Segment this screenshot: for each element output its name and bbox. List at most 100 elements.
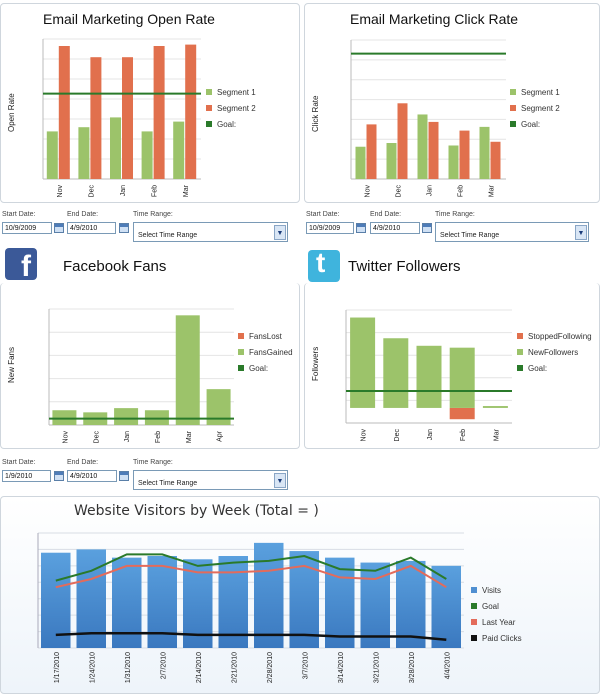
legend-swatch-segment2 (206, 105, 212, 111)
legend-swatch-stoppedfollowing (517, 333, 523, 339)
start-date-label: Start Date: (2, 459, 36, 466)
bar-newfollowers (383, 338, 409, 408)
legend-label-visits: Visits (482, 585, 501, 595)
legend-swatch-goal (471, 603, 477, 609)
bar-segment-1 (110, 117, 121, 179)
twitter-panel: Followers Nov Dec Jan Feb Mar StoppedFollowi… (304, 283, 600, 449)
click-rate-chart: Nov Dec Jan Feb Mar (350, 39, 506, 198)
x-tick-label: 2/21/2010 (231, 652, 238, 683)
legend-label-stoppedfollowing: StoppedFollowing (528, 331, 592, 341)
time-range-select[interactable]: Select Time Range ▼ (435, 222, 589, 242)
bar-visits (431, 565, 461, 648)
bar-segment-2 (490, 141, 501, 179)
start-date-input[interactable]: 1/9/2010 (2, 470, 51, 482)
x-tick-label: Jan (427, 429, 434, 440)
bar-fansgained (52, 410, 77, 425)
calendar-icon[interactable] (356, 223, 366, 233)
bar-segment-2 (459, 130, 470, 179)
chevron-down-icon[interactable]: ▼ (575, 225, 587, 240)
legend-label-lastyear: Last Year (482, 617, 516, 627)
chevron-down-icon[interactable]: ▼ (274, 225, 286, 240)
x-tick-label: 3/28/2010 (409, 652, 416, 683)
legend-label-goal: Goal: (249, 363, 269, 373)
bar-segment-1 (448, 145, 459, 179)
legend-label-segment2: Segment 2 (521, 103, 560, 113)
start-date-label: Start Date: (306, 211, 340, 218)
visitors-title: Website Visitors by Week (Total = ) (74, 503, 319, 519)
legend-swatch-goal (238, 365, 244, 371)
x-tick-label: Feb (152, 185, 159, 197)
facebook-glyph: f (21, 250, 31, 283)
legend-label-fansgained: FansGained (249, 347, 293, 357)
line-last-year (55, 564, 447, 589)
bar-newfollowers (482, 406, 508, 408)
x-tick-label: 2/14/2010 (196, 652, 203, 683)
end-date-input[interactable]: 4/9/2010 (67, 470, 117, 482)
calendar-icon[interactable] (54, 471, 64, 481)
time-range-value: Select Time Range (138, 232, 198, 239)
start-date-label: Start Date: (2, 211, 36, 218)
facebook-panel: New Fans Nov Dec Jan Feb Mar Apr FansLost Fan… (0, 283, 300, 449)
x-tick-label: Dec (396, 185, 403, 198)
facebook-chart: Nov Dec Jan Feb Mar Apr (48, 308, 234, 444)
calendar-icon[interactable] (119, 471, 129, 481)
line-paid-clicks (55, 631, 447, 642)
x-tick-label: 1/17/2010 (54, 652, 61, 683)
end-date-label: End Date: (67, 211, 99, 218)
open-rate-chart: Nov Dec Jan Feb Mar (42, 38, 201, 198)
x-tick-label: Feb (155, 431, 162, 443)
legend-swatch-newfollowers (517, 349, 523, 355)
bar-segment-1 (141, 131, 153, 179)
bar-segment-1 (417, 114, 428, 179)
x-tick-label: 3/7/2010 (302, 652, 309, 679)
x-tick-label: Nov (57, 185, 64, 198)
legend-label-segment1: Segment 1 (521, 87, 560, 97)
time-range-value: Select Time Range (440, 232, 500, 239)
x-tick-label: 3/14/2010 (338, 652, 345, 683)
end-date-input[interactable]: 4/9/2010 (67, 222, 116, 234)
open-rate-controls: Start Date: 10/9/2009 End Date: 4/9/2010… (0, 211, 300, 247)
bar-segment-1 (173, 121, 185, 179)
bar-newfollowers (350, 317, 376, 408)
legend-label-segment2: Segment 2 (217, 103, 256, 113)
twitter-icon: t (308, 247, 340, 282)
x-tick-label: Jan (124, 431, 131, 442)
legend-label-fanslost: FansLost (249, 331, 282, 341)
calendar-icon[interactable] (54, 223, 64, 233)
x-tick-label: Jan (427, 185, 434, 196)
chevron-down-icon[interactable]: ▼ (274, 473, 286, 488)
bar-segment-2 (185, 44, 197, 179)
visitors-panel: Website Visitors by Week (Total = ) 1/17… (0, 496, 600, 694)
x-tick-label: 2/28/2010 (267, 652, 274, 683)
x-tick-label: 1/31/2010 (125, 652, 132, 683)
bar-segment-2 (397, 103, 408, 179)
legend-swatch-goal (510, 121, 516, 127)
start-date-input[interactable]: 10/9/2009 (2, 222, 52, 234)
x-tick-label: Mar (493, 428, 500, 441)
x-tick-label: Dec (394, 429, 401, 442)
click-rate-panel: Email Marketing Click Rate Click Rate No… (304, 3, 600, 203)
time-range-select[interactable]: Select Time Range ▼ (133, 222, 288, 242)
facebook-legend: FansLost FansGained Goal: (238, 328, 293, 376)
bar-segment-1 (78, 127, 90, 179)
time-range-select[interactable]: Select Time Range ▼ (133, 470, 288, 490)
x-tick-label: Feb (460, 429, 467, 441)
time-range-value: Select Time Range (138, 480, 198, 487)
facebook-title: Facebook Fans (63, 258, 167, 275)
start-date-input[interactable]: 10/9/2009 (306, 222, 354, 234)
bar-stoppedfollowing (449, 407, 475, 420)
legend-swatch-lastyear (471, 619, 477, 625)
x-tick-label: Dec (93, 431, 100, 444)
legend-swatch-segment1 (510, 89, 516, 95)
legend-label-segment1: Segment 1 (217, 87, 256, 97)
calendar-icon[interactable] (119, 223, 129, 233)
legend-swatch-segment2 (510, 105, 516, 111)
time-range-label: Time Range: (133, 459, 173, 466)
legend-swatch-goal (517, 365, 523, 371)
end-date-input[interactable]: 4/9/2010 (370, 222, 420, 234)
calendar-icon[interactable] (422, 223, 432, 233)
bar-segment-1 (386, 143, 397, 179)
legend-swatch-fansgained (238, 349, 244, 355)
end-date-label: End Date: (370, 211, 402, 218)
line-goal (55, 553, 447, 582)
